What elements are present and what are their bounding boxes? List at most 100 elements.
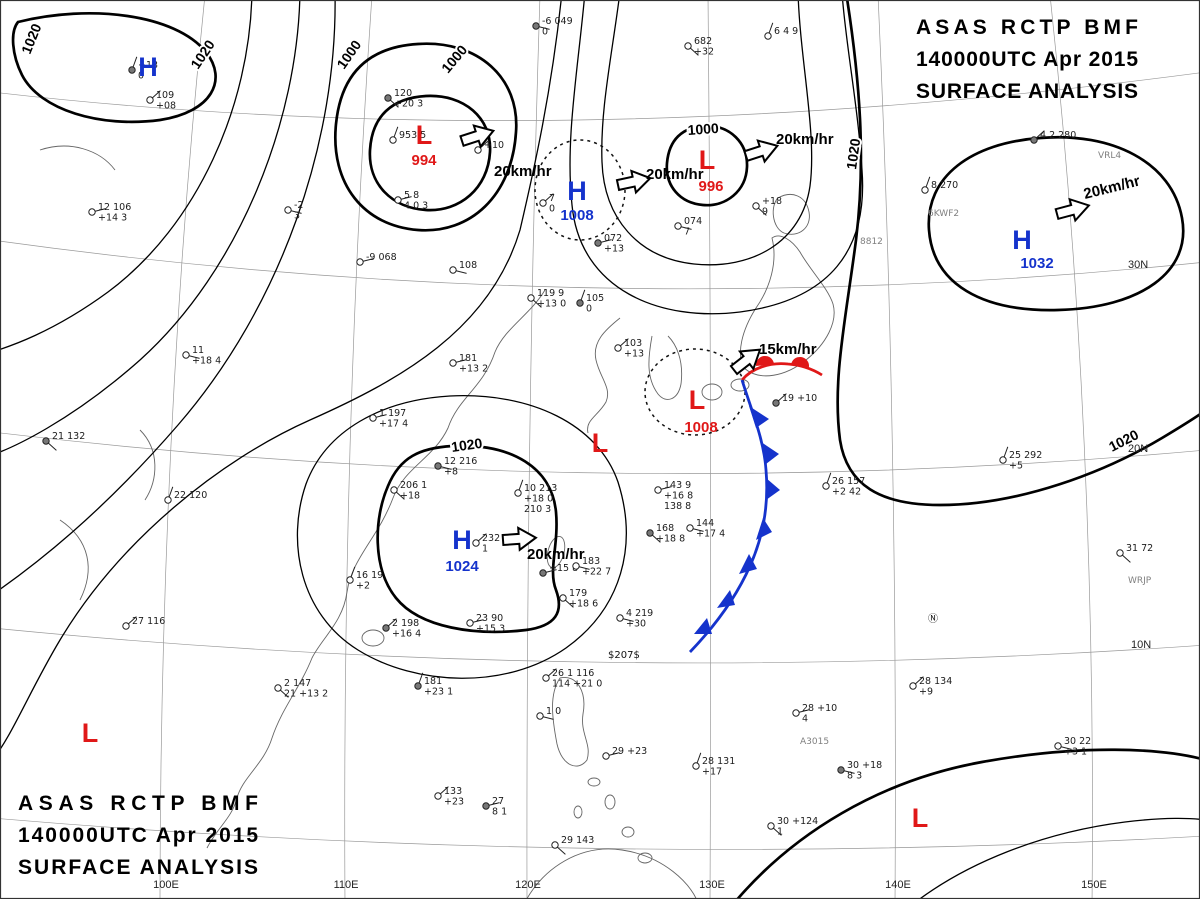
svg-text:1032: 1032 — [1020, 255, 1053, 272]
svg-text:996: 996 — [698, 178, 723, 195]
station-plot: 8 270 — [921, 176, 958, 194]
chart-title-line: SURFACE ANALYSIS — [916, 80, 1138, 103]
station-plot: 206 1+18 — [390, 480, 427, 502]
station-plot: 144+17 4 — [686, 518, 725, 540]
station-value: +18 0 — [524, 494, 553, 505]
station-plot: 12 216+8 — [434, 456, 477, 478]
station-value: 953 5 — [399, 130, 426, 141]
station-id: WRJP — [1128, 576, 1152, 586]
station-plot: +130 — [128, 56, 158, 82]
title-block-top-right: ASAS RCTP BMF 140000UTC Apr 2015 SURFACE… — [916, 16, 1138, 103]
svg-text:1008: 1008 — [560, 207, 593, 224]
station-value: +17 4 — [379, 419, 408, 430]
isobar-1020-south — [376, 444, 561, 634]
chart-title-line: SURFACE ANALYSIS — [18, 856, 258, 879]
station-id: VRL4 — [1098, 151, 1121, 161]
station-id: 6KWF2 — [928, 209, 959, 219]
pressure-center-high-1024: H 1024 — [445, 525, 479, 575]
pressure-center-low-996: L 996 — [698, 145, 723, 195]
warm-front-bump — [755, 355, 774, 366]
isobar-1020-long — [836, 0, 1200, 507]
station-plot: 109+08 — [146, 90, 176, 112]
station-value: +13 0 — [537, 299, 566, 310]
station-plot: 168+18 8 — [646, 523, 685, 545]
isobar-label: 1020 — [18, 21, 45, 56]
station-value: 29 +23 — [612, 746, 647, 757]
station-id: A3015 — [800, 737, 829, 747]
wind-speed-label: 20km/hr — [527, 546, 585, 563]
station-value: +3 1 — [1064, 747, 1087, 758]
station-plot: 31 72 — [1116, 543, 1153, 563]
station-value: 0 — [542, 27, 548, 38]
isobar-1020-topleft — [11, 11, 217, 124]
station-value: +15 8 — [549, 563, 578, 574]
pressure-center-low-sw: L — [82, 718, 99, 748]
station-value: 1 — [482, 544, 488, 555]
longitude-label: 140E — [885, 879, 911, 891]
station-plot: 21 132 — [42, 431, 85, 451]
svg-text:L: L — [82, 718, 99, 748]
station-value: +18 — [762, 196, 782, 207]
station-plot: 29 143 — [551, 835, 594, 855]
station-value: +2 42 — [832, 487, 861, 498]
isobar-994 — [368, 94, 492, 212]
station-value: +18 8 — [656, 534, 685, 545]
station-plot: 278 1 — [482, 796, 507, 818]
pressure-center-low-1008: L 1008 — [684, 385, 717, 436]
station-value: 29 143 — [561, 835, 594, 846]
wind-speed-label: 20km/hr — [494, 163, 552, 180]
isobar-1032 — [927, 135, 1185, 312]
station-identifiers: VRL4 6KWF2 8812 WRJP A3015 $207$ Ⓝ — [608, 151, 1152, 747]
station-plot: 103+13 — [614, 338, 644, 360]
station-value: +16 4 — [392, 629, 421, 640]
longitude-label: 100E — [153, 879, 179, 891]
station-value: 114 +21 0 — [552, 679, 602, 690]
station-value: +22 7 — [582, 567, 611, 578]
station-value: 26 157 — [832, 476, 865, 487]
station-plot: 23 90+15 3 — [466, 613, 505, 635]
coastlines — [39, 145, 835, 899]
station-plot: 16 19+2 — [346, 566, 383, 592]
latitude-label: 20N — [1128, 443, 1148, 455]
station-value: +2 — [356, 581, 370, 592]
station-id: $207$ — [608, 650, 640, 661]
station-value: 21 132 — [52, 431, 85, 442]
station-value: 074 — [684, 216, 702, 227]
station-value: 206 1 — [400, 480, 427, 491]
station-value: 28 131 — [702, 756, 735, 767]
station-value: +13 — [604, 244, 624, 255]
station-value: 210 3 — [524, 504, 551, 515]
station-plot: 30 +188 3 — [837, 760, 882, 782]
chart-title-line: 140000UTC Apr 2015 — [18, 824, 258, 847]
station-value: 28 134 — [919, 676, 952, 687]
svg-text:H: H — [567, 176, 587, 206]
isobar-1000-east — [665, 124, 749, 207]
station-value: 30 22 — [1064, 736, 1091, 747]
longitude-label: 120E — [515, 879, 541, 891]
station-value: 1 0 — [546, 706, 561, 717]
station-plot: 19 +10 — [772, 393, 817, 407]
longitude-label: 130E — [699, 879, 725, 891]
station-value: 25 292 — [1009, 450, 1042, 461]
chart-title-line: ASAS RCTP BMF — [18, 792, 258, 815]
latitude-label: 30N — [1128, 259, 1148, 271]
station-value: +10 — [484, 140, 504, 151]
station-value: 8 270 — [931, 180, 958, 191]
station-value: 28 +10 — [802, 703, 837, 714]
warm-front — [740, 362, 823, 381]
station-value: +20 3 — [394, 99, 423, 110]
station-value: 4 0 3 — [404, 201, 428, 212]
station-value: 108 — [459, 260, 477, 271]
station-value: 1 197 — [379, 408, 406, 419]
station-value: 072 — [604, 233, 622, 244]
station-value: 0 — [586, 304, 592, 315]
station-value: 119 9 — [537, 288, 564, 299]
station-value: 21 +13 2 — [284, 689, 328, 700]
